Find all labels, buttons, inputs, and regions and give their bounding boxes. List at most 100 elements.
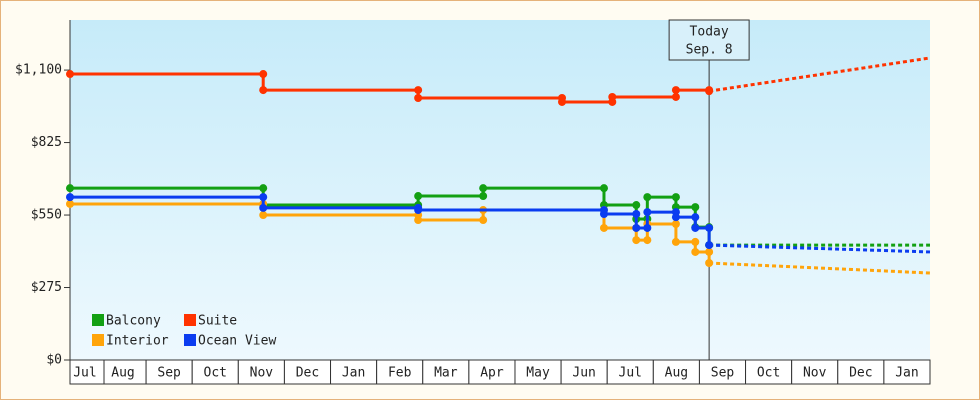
x-tick-label: Aug xyxy=(111,366,134,381)
x-tick-cell xyxy=(103,359,147,385)
marker xyxy=(479,192,488,201)
marker xyxy=(414,206,423,215)
marker xyxy=(259,203,268,212)
marker xyxy=(632,223,641,232)
marker xyxy=(691,247,700,256)
marker xyxy=(705,87,714,96)
marker xyxy=(259,211,268,220)
marker xyxy=(479,216,488,225)
marker xyxy=(66,70,74,79)
marker xyxy=(414,216,423,225)
marker xyxy=(643,193,652,202)
x-tick-label: May xyxy=(526,366,550,381)
marker xyxy=(691,203,700,212)
y-tick-label: $0 xyxy=(46,353,62,368)
marker xyxy=(671,92,680,101)
x-tick-label: Dec xyxy=(296,366,319,381)
x-tick-cell xyxy=(145,359,193,385)
marker xyxy=(643,208,652,217)
legend-label: Balcony xyxy=(106,314,161,329)
x-tick-label: Jan xyxy=(895,366,918,381)
x-tick-label: Apr xyxy=(480,366,504,381)
x-tick-label: Oct xyxy=(204,366,227,381)
marker xyxy=(259,70,268,79)
x-tick-label: Dec xyxy=(849,366,872,381)
forecast-line xyxy=(709,261,931,275)
legend-label: Interior xyxy=(106,334,169,349)
legend-swatch xyxy=(92,314,104,326)
today-box xyxy=(668,19,750,61)
marker xyxy=(558,97,567,106)
forecast-line xyxy=(708,56,931,93)
marker xyxy=(643,223,652,232)
marker xyxy=(259,193,268,202)
x-tick-label: Jun xyxy=(572,366,595,381)
x-tick-cell xyxy=(376,359,424,385)
x-tick-cell xyxy=(560,359,608,385)
y-tick-label: $1,100 xyxy=(15,63,62,78)
marker xyxy=(66,184,74,193)
x-tick-label: Oct xyxy=(757,366,780,381)
x-tick-label: Mar xyxy=(434,366,458,381)
marker xyxy=(671,220,680,228)
marker xyxy=(599,209,608,218)
y-tick-label: $825 xyxy=(31,135,62,150)
x-tick-cell xyxy=(69,359,105,385)
y-tick-label: $275 xyxy=(31,280,62,295)
marker xyxy=(608,92,617,101)
x-tick-cell xyxy=(468,359,516,385)
legend-swatch xyxy=(184,314,196,326)
marker xyxy=(599,223,608,232)
x-tick-label: Feb xyxy=(388,366,412,381)
x-tick-cell xyxy=(237,359,285,385)
x-tick-cell xyxy=(837,359,885,385)
x-tick-cell xyxy=(698,359,747,385)
marker xyxy=(705,247,714,256)
x-tick-cell xyxy=(606,359,654,385)
legend-swatch xyxy=(92,334,104,346)
marker xyxy=(671,213,680,222)
marker xyxy=(479,184,488,193)
today-label: Today xyxy=(690,25,729,40)
marker xyxy=(705,223,714,232)
y-tick-label: $550 xyxy=(31,208,62,223)
marker xyxy=(259,184,268,193)
x-tick-label: Nov xyxy=(250,366,274,381)
today-date: Sep. 8 xyxy=(686,43,733,58)
marker xyxy=(632,236,641,245)
x-tick-label: Nov xyxy=(803,366,827,381)
marker xyxy=(671,193,680,202)
legend-label: Suite xyxy=(198,314,237,329)
x-tick-label: Aug xyxy=(665,366,688,381)
x-tick-label: Sep xyxy=(711,366,735,381)
marker xyxy=(66,193,74,202)
marker xyxy=(414,86,423,95)
x-tick-cell xyxy=(191,359,239,385)
marker xyxy=(259,86,268,95)
x-tick-cell xyxy=(883,359,931,385)
marker xyxy=(671,86,680,95)
x-tick-label: Sep xyxy=(157,366,181,381)
marker xyxy=(705,259,714,268)
marker xyxy=(691,237,700,246)
marker xyxy=(632,201,641,210)
marker xyxy=(691,223,700,232)
marker xyxy=(705,241,714,250)
marker xyxy=(414,192,423,201)
marker xyxy=(671,237,680,246)
x-tick-label: Jul xyxy=(73,366,96,381)
plot-area xyxy=(70,20,930,360)
marker xyxy=(66,199,74,208)
forecast-line xyxy=(709,243,931,254)
x-tick-label: Jul xyxy=(619,366,642,381)
marker xyxy=(599,184,608,193)
legend-swatch xyxy=(184,334,196,346)
marker xyxy=(643,236,652,245)
marker xyxy=(691,213,700,222)
legend-label: Ocean View xyxy=(198,334,276,349)
x-tick-label: Jan xyxy=(342,366,365,381)
marker xyxy=(414,94,423,103)
marker xyxy=(632,209,641,218)
x-tick-cell xyxy=(745,359,793,385)
